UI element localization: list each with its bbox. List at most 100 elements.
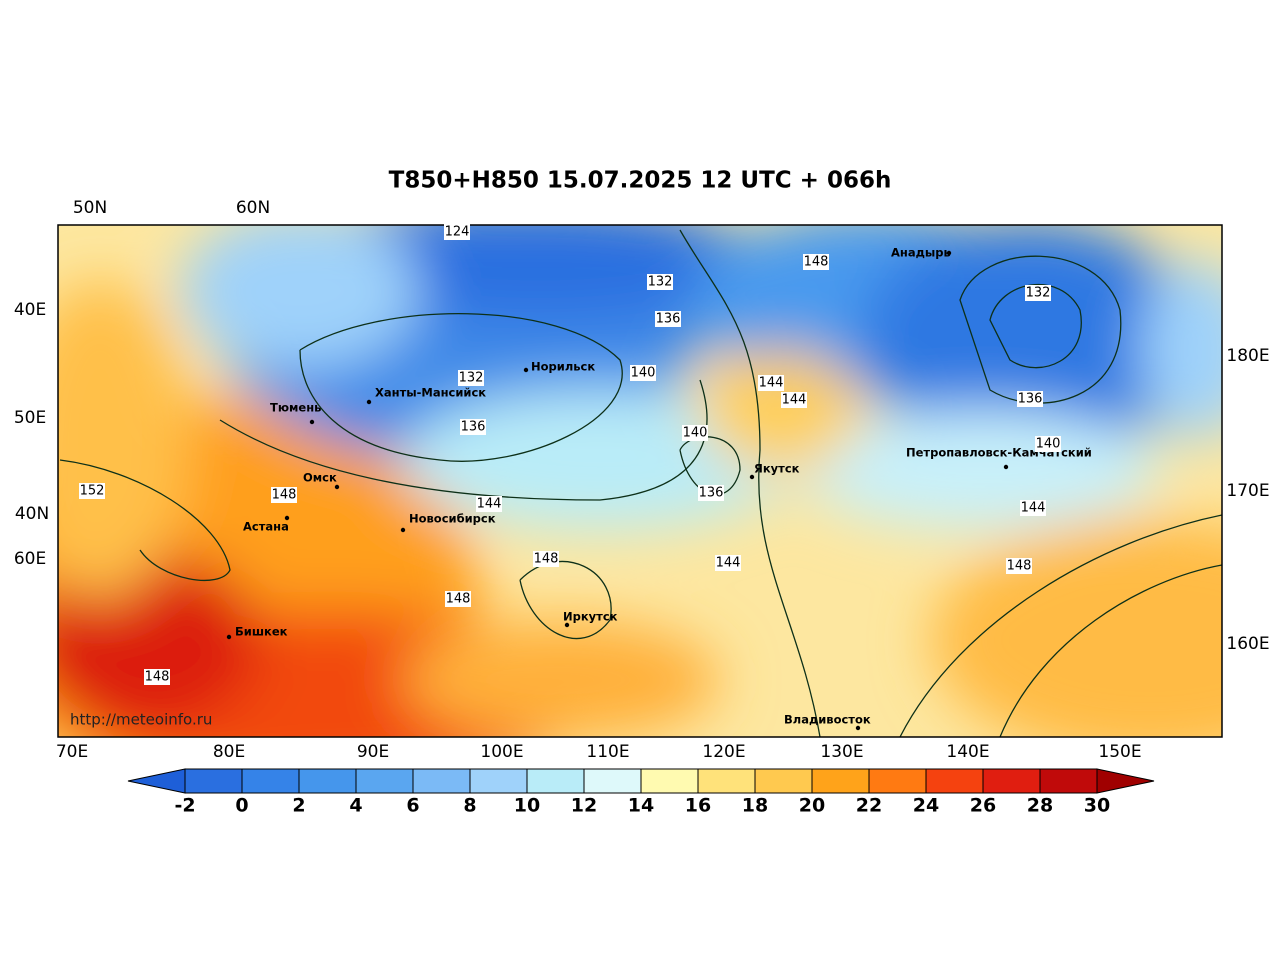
lon-label: 150E (1098, 742, 1141, 762)
contour-label: 148 (446, 592, 471, 607)
colorbar-arrow-high (1096, 768, 1155, 794)
colorbar-box (640, 768, 699, 794)
city-name: Новосибирск (409, 512, 496, 526)
contour-label-bg (1020, 500, 1046, 516)
contour-label-bg (1017, 391, 1043, 407)
contour-label-bg (698, 485, 724, 501)
contour-label-bg (444, 224, 470, 240)
city-name: Якутск (754, 462, 800, 476)
contour-label-bg (803, 254, 829, 270)
colorbar-box (754, 768, 813, 794)
contour-label: 148 (272, 488, 297, 503)
lon-label: 160E (1226, 634, 1269, 654)
contour-label: 140 (683, 426, 708, 441)
contour-label-bg (1035, 436, 1061, 452)
colorbar-tick: 28 (1027, 795, 1053, 817)
city-name: Владивосток (784, 713, 871, 727)
contour-label-bg (1025, 285, 1051, 301)
colorbar-tick: 24 (913, 795, 939, 817)
contour-label-bg (630, 365, 656, 381)
colorbar-box (925, 768, 984, 794)
city-dot (226, 634, 232, 640)
colorbar-box (241, 768, 300, 794)
city-dot (946, 250, 952, 256)
contour-label: 144 (1021, 501, 1046, 516)
contour-label-bg (1006, 558, 1032, 574)
colorbar-box (184, 768, 243, 794)
contour-label-bg (460, 419, 486, 435)
colorbar-tick: 12 (571, 795, 597, 817)
contour-label-bg (476, 496, 502, 512)
lon-label: 70E (56, 742, 88, 762)
colorbar-arrow-low (127, 768, 186, 794)
city-dot (749, 474, 755, 480)
contour-label: 132 (1026, 286, 1051, 301)
colorbar-box (868, 768, 927, 794)
lon-label: 80E (213, 742, 245, 762)
city-name: Норильск (531, 360, 595, 374)
city-name: Омск (303, 471, 337, 485)
contour-label: 132 (648, 275, 673, 290)
colorbar-tick: 20 (799, 795, 825, 817)
colorbar-tick: 18 (742, 795, 768, 817)
contour-label-bg (144, 669, 170, 685)
contour-label-bg (655, 311, 681, 327)
contour-label: 124 (445, 225, 470, 240)
colorbar-box (1039, 768, 1098, 794)
contour-label-bg (715, 555, 741, 571)
lat-label: 50N (73, 198, 107, 218)
colorbar-tick: 26 (970, 795, 996, 817)
colorbar-tick: 22 (856, 795, 882, 817)
colorbar-box (811, 768, 870, 794)
contour-label: 144 (477, 497, 502, 512)
contour-label-bg (445, 591, 471, 607)
colorbar-box (298, 768, 357, 794)
contour-label-bg (781, 392, 807, 408)
city-name: Ханты-Мансийск (375, 386, 486, 400)
watermark: http://meteoinfo.ru (70, 711, 212, 729)
city-dot (855, 725, 861, 731)
colorbar-box (355, 768, 414, 794)
colorbar-box (526, 768, 585, 794)
colorbar-tick: 10 (514, 795, 540, 817)
lon-label: 130E (820, 742, 863, 762)
lon-label: 140E (946, 742, 989, 762)
city-name: Бишкек (235, 625, 288, 639)
contour-label: 144 (759, 376, 784, 391)
contour-label: 144 (716, 556, 741, 571)
contour-label-bg (647, 274, 673, 290)
contour-label: 136 (656, 312, 681, 327)
lon-label: 60E (14, 549, 46, 569)
city-name: Анадырь (891, 246, 951, 260)
lon-label: 180E (1226, 346, 1269, 366)
city-name: Астана (243, 520, 289, 534)
contour-label: 136 (461, 420, 486, 435)
contour-label-bg (271, 487, 297, 503)
contour-label: 148 (804, 255, 829, 270)
contour-label: 140 (1036, 437, 1061, 452)
contour-label: 132 (459, 371, 484, 386)
contour-label-bg (758, 375, 784, 391)
colorbar-tick: 8 (463, 795, 476, 817)
colorbar-tick: 6 (406, 795, 419, 817)
city-name: Тюмень (270, 401, 321, 415)
map-title: T850+H850 15.07.2025 12 UTC + 066h (389, 168, 892, 194)
contour-label: 148 (534, 552, 559, 567)
contour-label: 136 (1018, 392, 1043, 407)
city-dot (523, 367, 529, 373)
colorbar-box (412, 768, 471, 794)
city-dot (366, 399, 372, 405)
lon-label: 100E (480, 742, 523, 762)
lon-label: 50E (14, 408, 46, 428)
colorbar-box (583, 768, 642, 794)
city-dot (334, 484, 340, 490)
contour-label: 148 (1007, 559, 1032, 574)
contour-label-bg (79, 483, 105, 499)
lon-label: 40N (15, 504, 49, 524)
colorbar-tick: 0 (235, 795, 248, 817)
colorbar-tick: -2 (174, 795, 195, 817)
city-dot (400, 527, 406, 533)
colorbar-tick: 14 (628, 795, 654, 817)
